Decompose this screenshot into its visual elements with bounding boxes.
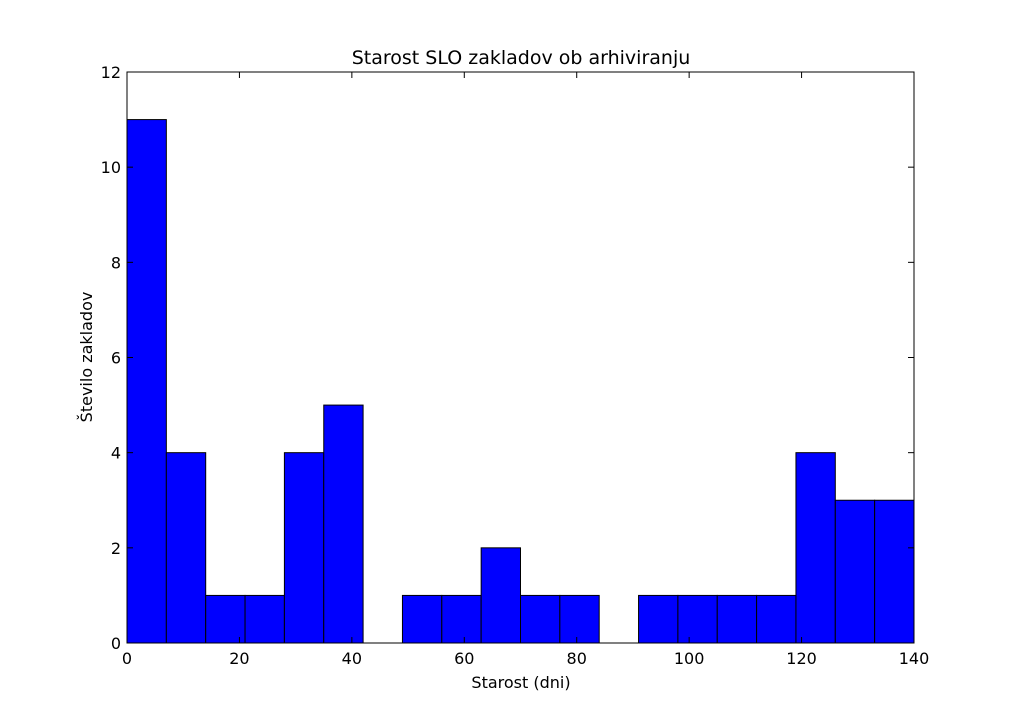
x-tick-label: 0 (122, 649, 132, 668)
bars-group (126, 119, 915, 644)
histogram-bar (520, 594, 561, 644)
y-axis-label: Število zakladov (77, 292, 96, 423)
histogram-bar (638, 594, 679, 644)
x-tick-label: 40 (342, 649, 362, 668)
histogram-bar (834, 499, 876, 644)
y-tick-label: 4 (111, 444, 121, 463)
histogram-bar (716, 594, 758, 644)
histogram-bar (126, 119, 167, 644)
histogram-bar (441, 594, 482, 644)
y-tick-label: 2 (111, 539, 121, 558)
x-tick-label: 140 (899, 649, 930, 668)
y-tick-label: 0 (111, 634, 121, 653)
histogram-bar (874, 499, 915, 644)
y-tick-label: 10 (101, 158, 121, 177)
y-tick-label: 8 (111, 253, 121, 272)
x-tick-label: 60 (454, 649, 474, 668)
histogram-bar (756, 594, 797, 644)
x-tick-label: 20 (229, 649, 249, 668)
histogram-bar (677, 594, 718, 644)
x-tick-label: 120 (786, 649, 817, 668)
histogram-bar (480, 547, 521, 644)
histogram-bar (283, 452, 325, 644)
histogram-bar (795, 452, 836, 644)
y-tick-label: 12 (101, 63, 121, 82)
histogram-bar (559, 594, 600, 644)
y-tick-label: 6 (111, 349, 121, 368)
chart-title: Starost SLO zakladov ob arhiviranju (352, 47, 691, 69)
histogram-bar (205, 594, 246, 644)
histogram-bar (401, 594, 443, 644)
x-tick-label: 100 (674, 649, 705, 668)
ticks-group: 0 20 40 60 80 100 120 140 0 2 4 6 8 10 12 (101, 63, 930, 668)
histogram-bar (165, 452, 207, 644)
x-tick-label: 80 (567, 649, 587, 668)
histogram-bar (323, 404, 364, 644)
x-axis-label: Starost (dni) (471, 673, 570, 692)
histogram-bar (244, 594, 285, 644)
